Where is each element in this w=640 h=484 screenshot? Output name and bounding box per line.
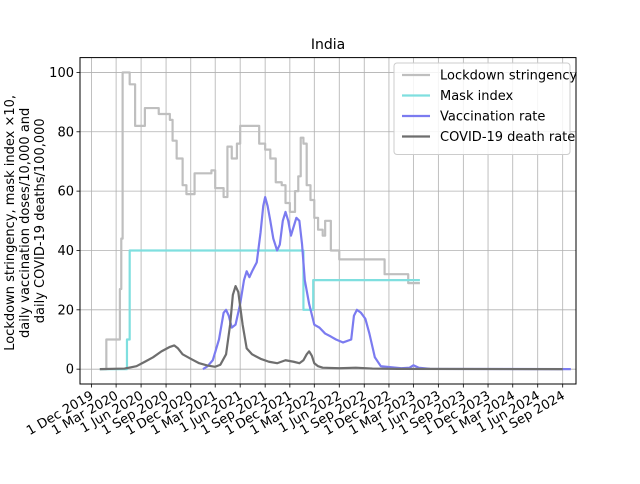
plot-frame: [79, 57, 577, 385]
legend-label: Lockdown stringency: [440, 69, 578, 84]
legend-label: Vaccination rate: [440, 110, 545, 125]
y-tick-label: 40: [57, 244, 74, 259]
y-axis: 0 20 40 60 80 100: [49, 66, 80, 378]
y-tick-label: 60: [57, 185, 74, 200]
y-axis-label: Lockdown stringency, mask index ×10, dai…: [3, 91, 48, 351]
grid: [80, 57, 576, 384]
y-tick-label: 0: [66, 363, 74, 378]
chart-title: India: [311, 37, 345, 53]
y-tick-label: 80: [57, 125, 74, 140]
series-line-vaccination-rate: [202, 195, 571, 371]
legend-box: [393, 62, 571, 155]
y-tick-label: 100: [49, 66, 74, 81]
legend-label: COVID-19 death rate: [440, 130, 575, 145]
series-line-lockdown-stringency: [99, 71, 420, 371]
series-line-covid-19-death-rate: [99, 284, 563, 371]
y-tick-label: 20: [57, 303, 74, 318]
legend: Lockdown stringency Mask index Vaccination…: [393, 62, 578, 155]
y-axis-label-line-2: daily vaccination doses/10,000 and: [18, 108, 33, 338]
series-lines: [99, 71, 571, 371]
y-axis-label-line-3: daily COVID-19 deaths/100,000: [33, 118, 48, 323]
y-axis-label-line-1: Lockdown stringency, mask index ×10,: [3, 95, 18, 351]
legend-label: Mask index: [440, 89, 513, 104]
